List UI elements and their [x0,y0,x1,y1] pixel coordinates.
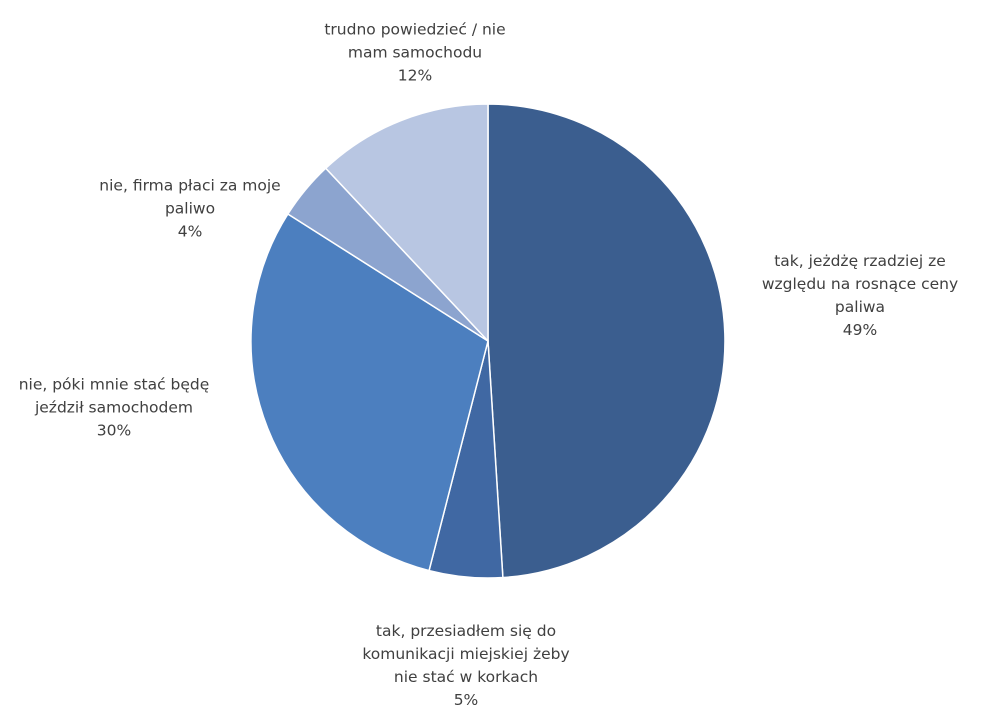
label-slice-4: trudno powiedzieć / nie mam samochodu 12… [324,19,505,88]
label-slice-2: nie, póki mnie stać będę jeździł samocho… [19,374,210,443]
label-slice-0: tak, jeżdżę rzadziej ze względu na rosną… [762,250,958,342]
label-slice-2-line-1: nie, póki mnie stać będę [18,375,210,394]
label-slice-3: nie, firma płaci za moje paliwo 4% [99,175,280,244]
label-slice-1-line-3: nie stać w korkach [393,668,539,686]
label-slice-1-percent: 5% [453,691,479,709]
label-slice-4-line-1: trudno powiedzieć / nie [324,20,506,39]
label-slice-2-line-2: jeździł samochodem [34,398,194,417]
label-slice-2-percent: 30% [96,421,132,440]
label-slice-4-percent: 12% [397,66,433,85]
label-slice-1-line-2: komunikacji miejskiej żeby [362,645,570,663]
label-slice-0-percent: 49% [842,321,878,339]
label-slice-3-line-1: nie, firma płaci za moje [99,176,281,195]
label-slice-0-line-3: paliwa [834,298,886,316]
label-slice-0-line-2: względu na rosnące ceny [761,275,959,293]
label-slice-0-line-1: tak, jeżdżę rzadziej ze [774,252,946,270]
label-slice-1-line-1: tak, przesiadłem się do [375,622,557,640]
label-slice-4-line-2: mam samochodu [347,43,483,62]
pie-slice-4 [325,103,489,342]
label-slice-3-percent: 4% [177,222,203,241]
label-slice-3-line-2: paliwo [164,199,216,218]
label-slice-1: tak, przesiadłem się do komunikacji miej… [362,620,569,712]
pie-slice-2 [250,213,489,572]
pie-slice-0 [487,103,726,579]
